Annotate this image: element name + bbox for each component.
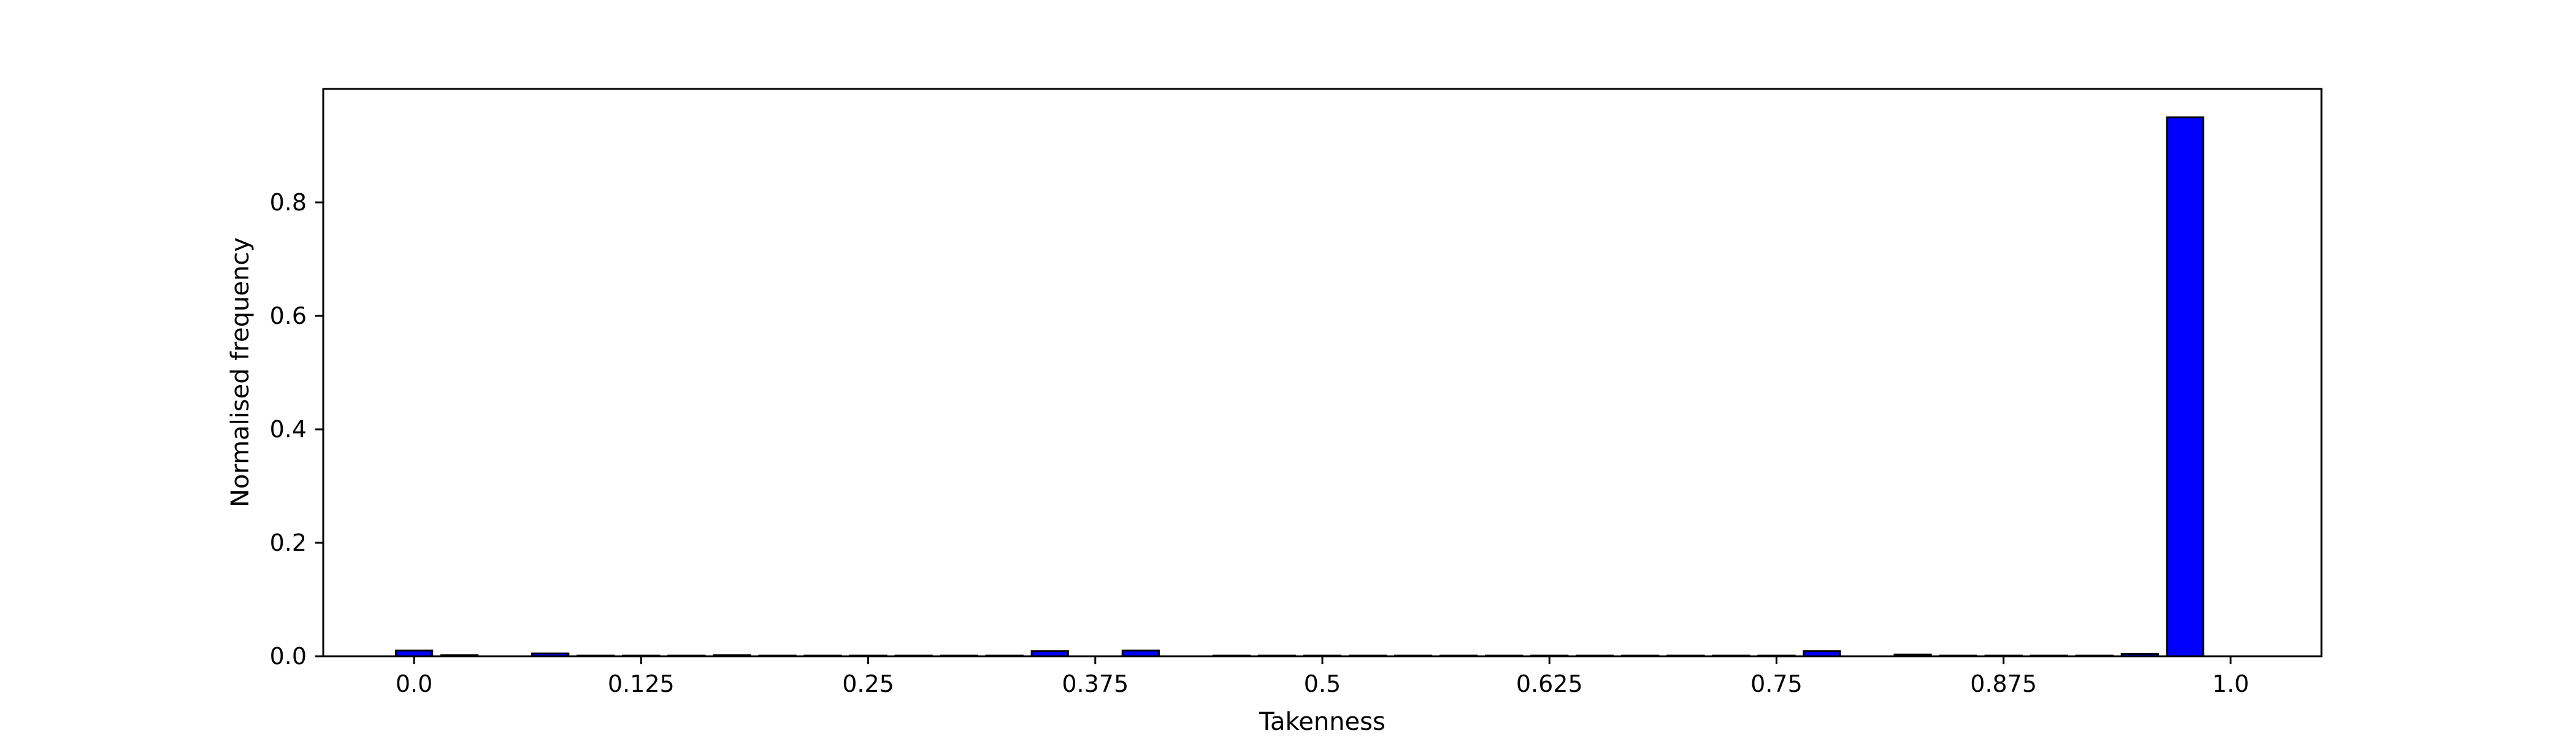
bars-layer <box>394 116 2204 657</box>
y-tick-label: 0.0 <box>270 643 307 670</box>
x-tick-label: 0.625 <box>1516 670 1583 697</box>
y-tick-label: 0.2 <box>270 529 307 556</box>
x-tick-label: 0.25 <box>842 670 894 697</box>
x-tick-label: 1.0 <box>2212 670 2249 697</box>
x-axis-label: Takenness <box>1259 708 1386 736</box>
x-axis: 0.0 0.125 0.25 0.375 0.5 0.625 0.75 0.875 1.0 <box>396 656 2249 697</box>
x-tick-label: 0.0 <box>396 670 432 697</box>
y-tick-label: 0.4 <box>270 416 307 443</box>
y-tick-label: 0.8 <box>270 189 307 216</box>
x-tick-label: 0.5 <box>1304 670 1341 697</box>
x-tick-label: 0.75 <box>1750 670 1803 697</box>
x-tick-label: 0.875 <box>1970 670 2037 697</box>
x-tick-label: 0.375 <box>1062 670 1129 697</box>
bar <box>2166 116 2204 657</box>
y-tick-label: 0.6 <box>270 302 307 329</box>
y-axis-label: Normalised frequency <box>226 237 255 507</box>
plot-frame <box>322 88 2323 657</box>
y-axis: 0.0 0.2 0.4 0.6 0.8 <box>270 189 323 670</box>
x-tick-label: 0.125 <box>608 670 675 697</box>
